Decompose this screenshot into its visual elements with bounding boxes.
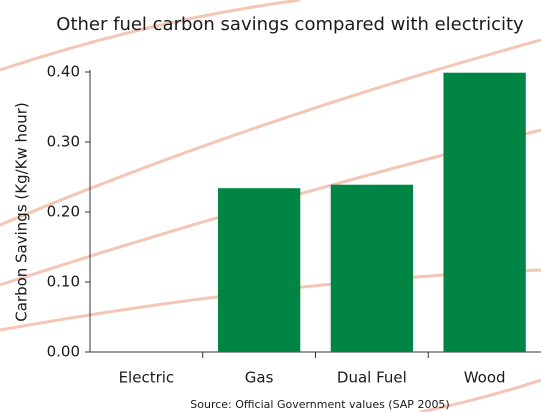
y-axis-label: Carbon Savings (Kg/Kw hour) — [13, 102, 31, 322]
y-tick-label: 0.10 — [47, 273, 80, 291]
x-tick-label: Wood — [464, 369, 506, 387]
y-tick-label: 0.30 — [47, 133, 80, 151]
x-tick-label: Electric — [119, 369, 175, 387]
y-tick-label: 0.00 — [47, 343, 80, 361]
x-tick-label: Dual Fuel — [337, 369, 407, 387]
bar — [443, 72, 526, 352]
bar — [330, 184, 414, 352]
x-tick-label: Gas — [245, 369, 274, 387]
y-tick-label: 0.20 — [47, 203, 80, 221]
chart-title: Other fuel carbon savings compared with … — [56, 14, 524, 35]
source-note: Source: Official Government values (SAP … — [190, 398, 449, 411]
y-tick-label: 0.40 — [47, 63, 80, 81]
bar — [217, 188, 301, 352]
